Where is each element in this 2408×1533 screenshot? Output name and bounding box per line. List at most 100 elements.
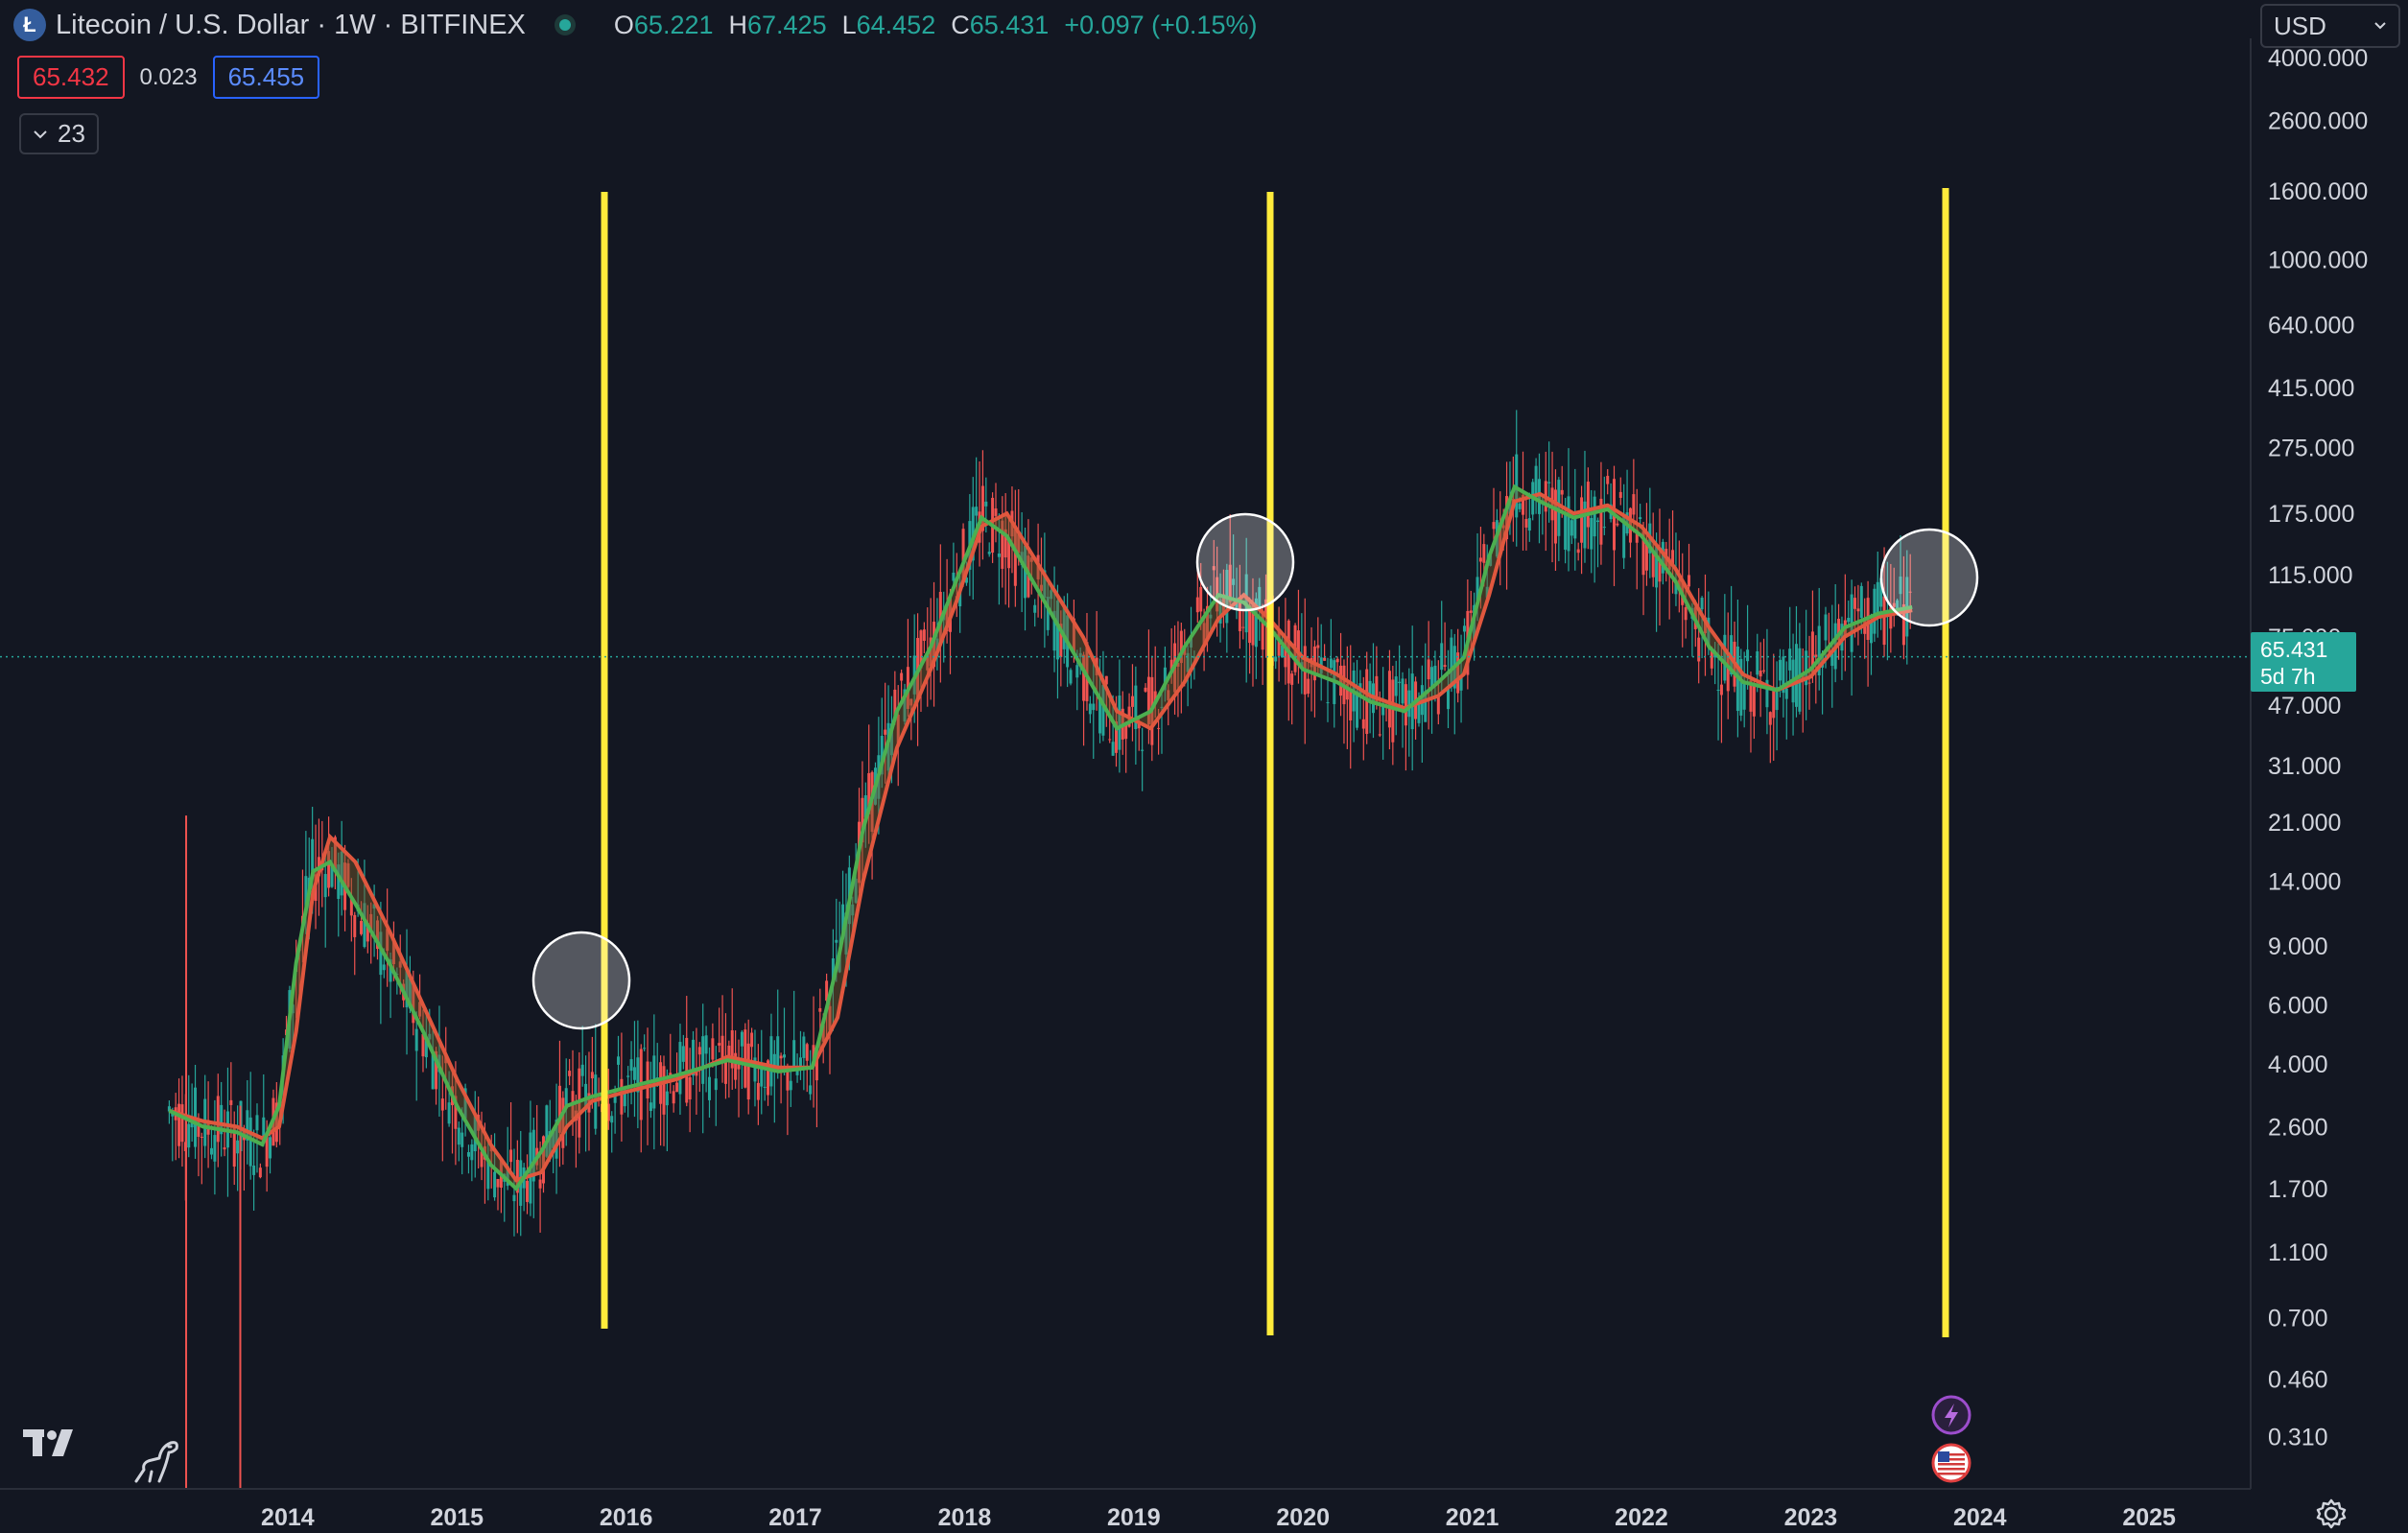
candle-body: [1752, 684, 1756, 717]
circle-highlight[interactable]: [1879, 528, 1979, 627]
candle-body: [229, 1099, 233, 1105]
candle-body: [246, 1110, 249, 1141]
candle-body: [1046, 597, 1050, 630]
candle-body: [1830, 653, 1834, 667]
candle-body: [1141, 749, 1145, 751]
candle-body: [805, 1044, 809, 1061]
price-tick-label: 0.310: [2268, 1424, 2328, 1450]
candle-body: [480, 1151, 484, 1167]
candle-body: [606, 1103, 610, 1121]
candle-body: [1190, 635, 1193, 648]
candle-body: [740, 1031, 744, 1047]
candle-body: [672, 1091, 675, 1104]
candle-body: [265, 1134, 269, 1167]
us-flag-event-icon[interactable]: [1931, 1443, 1971, 1483]
candle-body: [1254, 598, 1258, 648]
candle-body: [1258, 586, 1262, 610]
currency-select[interactable]: USD: [2260, 4, 2400, 48]
market-open-dot-icon[interactable]: [554, 14, 576, 35]
dinosaur-icon[interactable]: [130, 1433, 182, 1485]
sell-button[interactable]: 65.432: [17, 56, 125, 99]
candle-body: [760, 1064, 764, 1087]
candle-body: [1446, 686, 1450, 710]
drawing-annotations[interactable]: [531, 188, 1979, 1337]
time-tick-label: 2015: [430, 1504, 484, 1531]
circle-highlight[interactable]: [1195, 512, 1295, 612]
candle-body: [753, 1057, 757, 1082]
candle-body: [258, 1167, 262, 1178]
candle-body: [1768, 712, 1772, 725]
price-tick-label: 9.000: [2268, 933, 2328, 960]
candle-body: [428, 1033, 432, 1040]
litecoin-logo-icon: Ł: [13, 9, 46, 41]
candle-body: [1072, 618, 1075, 652]
candle-body: [835, 939, 838, 943]
candle-body: [1153, 691, 1157, 702]
tradingview-logo-icon[interactable]: [23, 1427, 83, 1460]
price-tick-label: 175.000: [2268, 501, 2354, 528]
candle-body: [1576, 549, 1580, 554]
candle-body: [1505, 496, 1509, 540]
candle-body: [1784, 688, 1788, 699]
candle-body: [248, 1117, 252, 1167]
candle-body: [1697, 637, 1701, 662]
time-axis[interactable]: 2014 2015 2016 2017 2018 2019 2020 2021 2022 2023…: [261, 1504, 2176, 1531]
candle-body: [1212, 566, 1216, 571]
price-tick-label: 275.000: [2268, 436, 2354, 462]
indicators-toggle-button[interactable]: 23: [19, 113, 99, 154]
price-axis[interactable]: 4000.000 2600.000 1600.000 1000.000 640.000 4…: [2268, 45, 2368, 1450]
candle-body: [1078, 652, 1082, 657]
time-tick-label: 2022: [1615, 1504, 1668, 1531]
candle-body: [1075, 665, 1079, 678]
candle-body: [1050, 590, 1053, 600]
candle-body: [1778, 659, 1782, 681]
candle-body: [1726, 654, 1730, 692]
time-tick-label: 2021: [1446, 1504, 1499, 1531]
candle-body: [767, 1060, 770, 1096]
candle-body: [1873, 588, 1877, 634]
candle-body: [1043, 570, 1047, 599]
low-label: L: [841, 10, 857, 39]
candle-body: [541, 1136, 545, 1184]
candle-body: [750, 1032, 754, 1048]
candle-body: [274, 1102, 278, 1143]
candle-body: [1323, 657, 1327, 661]
time-tick-label: 2020: [1276, 1504, 1330, 1531]
candle-body: [987, 552, 991, 554]
circle-highlight[interactable]: [531, 931, 631, 1030]
candle-body: [1564, 513, 1568, 550]
candle-body: [707, 1076, 711, 1100]
candle-body: [1661, 541, 1664, 574]
lightning-event-icon[interactable]: [1931, 1395, 1971, 1435]
candle-body: [1401, 678, 1405, 704]
candle-body: [1381, 703, 1385, 716]
candle-body: [1810, 631, 1814, 673]
candle-body: [473, 1114, 477, 1152]
candle-body: [486, 1160, 490, 1190]
buy-button[interactable]: 65.455: [212, 56, 320, 99]
candle-body: [1241, 626, 1245, 628]
candle-body: [1590, 518, 1594, 550]
trade-buttons: 65.432 0.023 65.455: [17, 56, 320, 99]
candle-body: [1307, 678, 1310, 695]
candle-body: [412, 983, 415, 1024]
candle-body: [414, 1028, 418, 1051]
candle-body: [1782, 656, 1785, 694]
candle-body: [1723, 634, 1727, 681]
candle-body: [1482, 544, 1486, 563]
candle-body: [1853, 598, 1857, 609]
symbol-title[interactable]: Litecoin / U.S. Dollar · 1W · BITFINEX: [56, 9, 526, 40]
gear-icon[interactable]: [2314, 1497, 2349, 1531]
candle-body: [863, 795, 867, 818]
candle-body: [737, 1063, 741, 1070]
candle-body: [1606, 476, 1610, 484]
candle-body: [1410, 673, 1414, 730]
candle-body: [1199, 586, 1203, 612]
candle-body: [1085, 642, 1089, 701]
candle-body: [1651, 551, 1655, 578]
candle-body: [1550, 487, 1554, 521]
price-tick-label: 2.600: [2268, 1114, 2328, 1141]
candle-body: [379, 932, 383, 976]
candle-body: [678, 1042, 682, 1095]
